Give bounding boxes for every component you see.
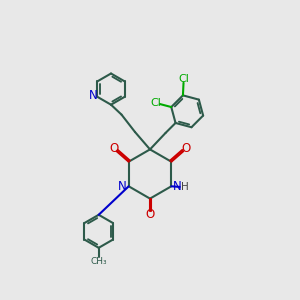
Text: O: O — [182, 142, 191, 155]
Text: O: O — [146, 208, 154, 221]
Text: N: N — [118, 180, 127, 193]
Text: N: N — [173, 180, 182, 193]
Text: N: N — [88, 89, 98, 102]
Text: H: H — [181, 182, 188, 192]
Text: Cl: Cl — [178, 74, 189, 84]
Text: Cl: Cl — [150, 98, 161, 107]
Text: CH₃: CH₃ — [90, 256, 107, 266]
Text: O: O — [109, 142, 118, 155]
